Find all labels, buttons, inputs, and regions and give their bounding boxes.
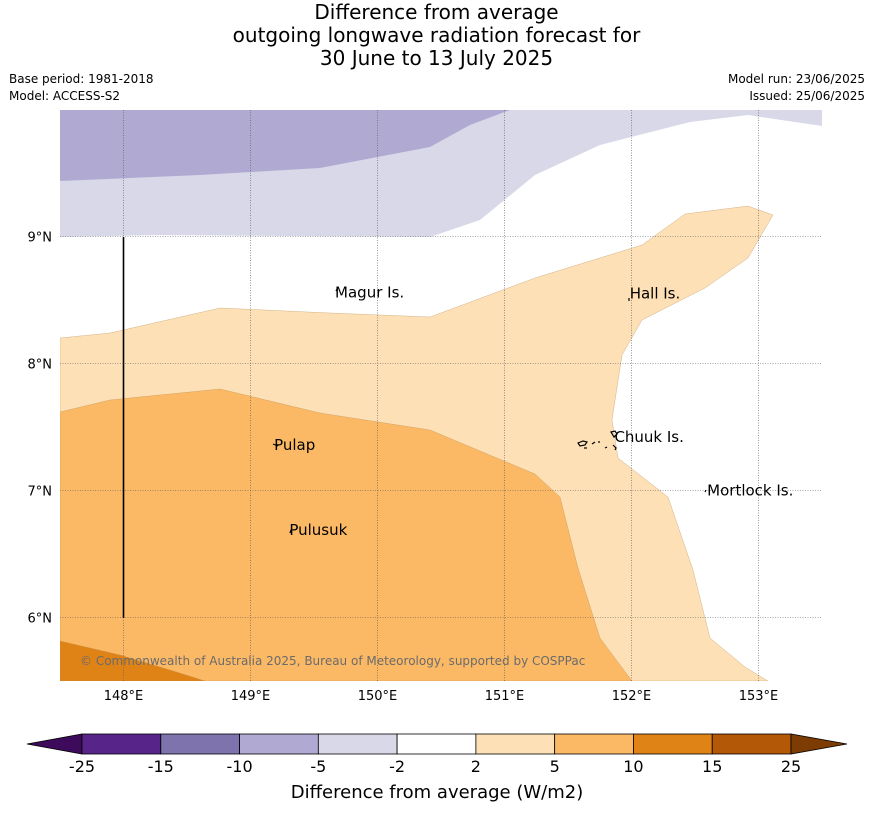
colorbar-segment xyxy=(396,733,477,755)
lat-tick-label: 8°N xyxy=(28,358,53,373)
axis-labels: 148°E 149°E 150°E 151°E 152°E 153°E 9°N 8°N 7°N 6… xyxy=(28,231,779,705)
colorbar-tick-label: 5 xyxy=(550,757,560,776)
colorbar-extend-min xyxy=(26,733,83,755)
lon-tick-label: 149°E xyxy=(231,689,271,704)
lat-tick-label: 6°N xyxy=(28,612,53,627)
title-line-1: Difference from average xyxy=(314,0,559,24)
place-label: Magur Is. xyxy=(335,283,404,301)
colorbar-title: Difference from average (W/m2) xyxy=(291,782,583,803)
lon-tick-label: 153°E xyxy=(739,689,779,704)
pulap-island-outline xyxy=(272,443,279,447)
lon-tick-label: 148°E xyxy=(104,689,144,704)
colorbar: -25 -15 -10 -5 -2 2 5 10 15 25 xyxy=(26,733,848,776)
pulusuk-island-outline xyxy=(289,529,292,534)
colorbar-tick-label: 2 xyxy=(471,757,481,776)
title-line-3: 30 June to 13 July 2025 xyxy=(319,46,554,70)
meta-left: Base period: 1981-2018 Model: ACCESS-S2 xyxy=(9,71,154,105)
island-markers xyxy=(272,287,707,534)
base-period: Base period: 1981-2018 xyxy=(9,72,154,86)
magur-island-outline xyxy=(335,287,339,292)
model-run: Model run: 23/06/2025 xyxy=(727,72,865,86)
lat-tick-label: 7°N xyxy=(28,485,53,500)
copyright-text: © Commonwealth of Australia 2025, Bureau… xyxy=(80,654,585,668)
chuuk-lagoon-outline xyxy=(577,430,618,451)
colorbar-segment xyxy=(317,733,398,755)
colorbar-tick-label: -25 xyxy=(69,757,95,776)
colorbar-tick-label: 25 xyxy=(781,757,801,776)
place-label: Hall Is. xyxy=(630,285,681,303)
colorbar-tick-label: 10 xyxy=(623,757,643,776)
band-10-to-15 xyxy=(60,640,206,681)
meta-right: Model run: 23/06/2025 Issued: 25/06/2025 xyxy=(728,71,865,105)
model-name: Model: ACCESS-S2 xyxy=(9,89,121,103)
issued-date: Issued: 25/06/2025 xyxy=(749,89,865,103)
lat-tick-label: 9°N xyxy=(28,231,53,246)
colorbar-tick-label: 15 xyxy=(702,757,722,776)
colorbar-segment xyxy=(239,733,319,755)
place-label: Pulusuk xyxy=(289,521,347,539)
title-line-2: outgoing longwave radiation forecast for xyxy=(232,23,641,47)
lon-tick-label: 151°E xyxy=(485,689,525,704)
colorbar-segment xyxy=(711,733,792,755)
colorbar-tick-label: -5 xyxy=(310,757,326,776)
colorbar-extend-max xyxy=(790,733,848,755)
band-5-to-10 xyxy=(60,388,633,681)
colorbar-segment xyxy=(160,733,240,755)
lon-tick-label: 150°E xyxy=(358,689,398,704)
colorbar-tick-label: -2 xyxy=(389,757,405,776)
colorbar-tick-label: -15 xyxy=(148,757,174,776)
colorbar-tick-label: -10 xyxy=(226,757,252,776)
place-label: Pulap xyxy=(274,436,315,454)
place-labels: Magur Is. Hall Is. Pulap Chuuk Is. Mortlock … xyxy=(274,283,793,538)
colorbar-segment xyxy=(633,733,713,755)
lon-tick-label: 152°E xyxy=(612,689,652,704)
place-label: Chuuk Is. xyxy=(614,428,683,446)
place-label: Mortlock Is. xyxy=(707,482,793,500)
map-panel: Magur Is. Hall Is. Pulap Chuuk Is. Mortlock … xyxy=(60,110,822,681)
mortlock-island-outline xyxy=(704,489,707,493)
colorbar-segment xyxy=(81,733,162,755)
colorbar-segment xyxy=(554,733,634,755)
colorbar-segment xyxy=(475,733,556,755)
band-neg10-to-neg5 xyxy=(60,110,510,181)
